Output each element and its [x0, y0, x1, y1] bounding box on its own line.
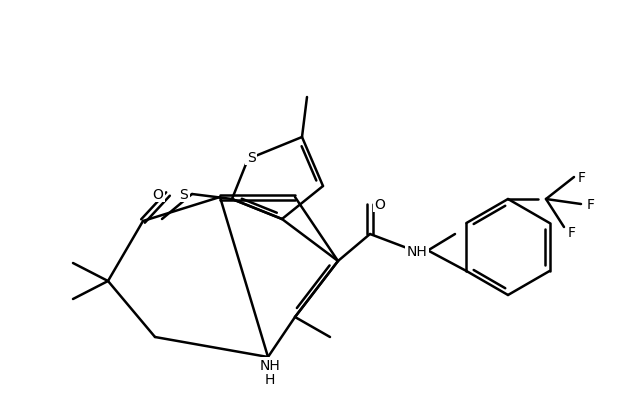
Text: O: O	[152, 188, 163, 202]
Text: S: S	[180, 188, 188, 202]
Text: O: O	[374, 197, 385, 211]
Text: NH: NH	[260, 358, 280, 372]
Text: H: H	[265, 372, 275, 386]
Text: F: F	[587, 197, 595, 211]
Text: F: F	[578, 171, 586, 185]
Text: S: S	[246, 151, 255, 165]
Text: NH: NH	[406, 244, 428, 259]
Text: F: F	[568, 225, 576, 240]
